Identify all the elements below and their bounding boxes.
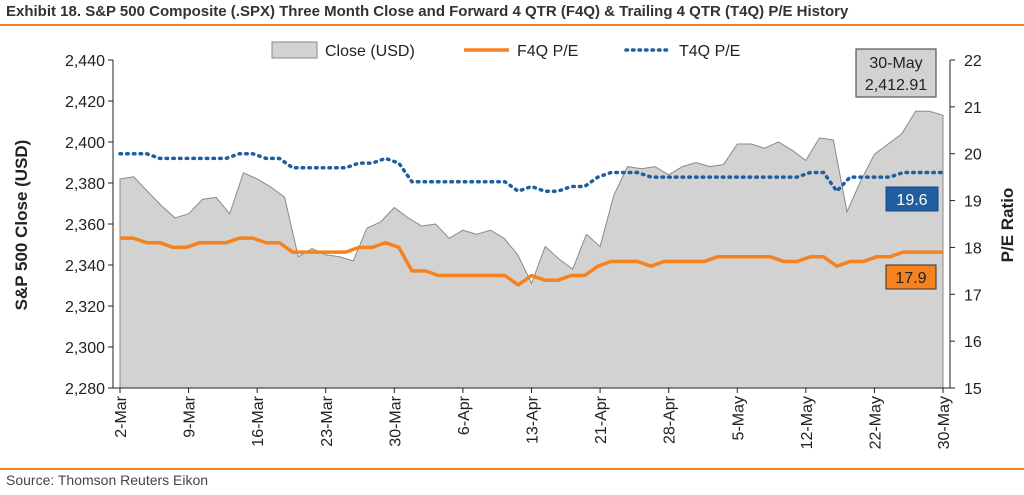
f4q-pe-line xyxy=(120,236,943,287)
y-tick-label: 2,440 xyxy=(65,53,105,70)
close-annotation-bg xyxy=(855,48,937,98)
legend-label-close: Close (USD) xyxy=(325,43,415,60)
x-tick-label: 9-Mar xyxy=(182,395,199,437)
y-tick-label: 2,340 xyxy=(65,258,105,275)
close-annotation-value: 2,412.91 xyxy=(865,77,927,94)
legend-label-t4q: T4Q P/E xyxy=(679,43,740,60)
title-divider xyxy=(0,24,1024,26)
close-annotation-box: 30-May 2,412.91 xyxy=(855,48,937,98)
close-annotation-date: 30-May xyxy=(869,55,922,72)
y2-axis-title: P/E Ratio xyxy=(998,188,1017,263)
x-tick-label: 6-Apr xyxy=(456,395,473,435)
x-tick-label: 12-May xyxy=(799,396,816,449)
x-tick-label: 28-Apr xyxy=(662,395,679,444)
x-tick-label: 5-May xyxy=(730,396,747,440)
x-tick-label: 16-Mar xyxy=(250,395,267,446)
y2-tick-label: 18 xyxy=(964,240,982,257)
t4q-pe-line xyxy=(118,151,945,194)
y-tick-label: 2,380 xyxy=(65,176,105,193)
y2-tick-label: 19 xyxy=(964,194,982,211)
y2-tick-label: 21 xyxy=(964,100,982,117)
y2-tick-label: 20 xyxy=(964,147,982,164)
y-tick-label: 2,400 xyxy=(65,135,105,152)
y-tick-label: 2,280 xyxy=(65,381,105,398)
legend-label-f4q: F4Q P/E xyxy=(517,43,578,60)
y-tick-label: 2,420 xyxy=(65,94,105,111)
close-area-series xyxy=(119,110,944,389)
t4q-line-layer xyxy=(118,151,945,194)
y2-tick-label: 17 xyxy=(964,287,982,304)
f4q-label-box: 17.9 xyxy=(885,264,937,290)
f4q-label-bg xyxy=(885,264,937,290)
y-tick-label: 2,300 xyxy=(65,340,105,357)
pe-history-chart: 2,280 2,300 2,320 2,340 2,360 2,380 2,400 2,420… xyxy=(12,41,1017,449)
t4q-label-value: 19.6 xyxy=(896,192,927,209)
page-title: Exhibit 18. S&P 500 Composite (.SPX) Thr… xyxy=(6,3,849,20)
y2-tick-label: 15 xyxy=(964,381,982,398)
legend-swatch-close xyxy=(271,41,318,59)
x-tick-label: 30-Mar xyxy=(387,395,404,446)
f4q-line-layer xyxy=(120,236,943,287)
x-tick-label: 13-Apr xyxy=(525,395,542,444)
f4q-label-value: 17.9 xyxy=(895,270,926,287)
y2-tick-label: 22 xyxy=(964,53,982,70)
t4q-label-box: 19.6 xyxy=(885,186,939,212)
chart-legend: Close (USD) F4Q P/E T4Q P/E xyxy=(271,41,740,60)
footer-divider xyxy=(0,468,1024,470)
y2-tick-label: 16 xyxy=(964,334,982,351)
axes-layer: 2,280 2,300 2,320 2,340 2,360 2,380 2,400 2,420… xyxy=(65,53,982,449)
y-tick-label: 2,320 xyxy=(65,299,105,316)
source-note: Source: Thomson Reuters Eikon xyxy=(6,472,209,488)
x-tick-label: 23-Mar xyxy=(319,395,336,446)
y-axis-title: S&P 500 Close (USD) xyxy=(12,140,31,311)
t4q-label-bg xyxy=(885,186,939,212)
close-area-layer xyxy=(119,110,944,389)
y-tick-label: 2,360 xyxy=(65,217,105,234)
x-tick-label: 2-Mar xyxy=(113,395,130,437)
x-tick-label: 21-Apr xyxy=(593,395,610,444)
x-tick-label: 30-May xyxy=(936,396,953,449)
x-tick-label: 22-May xyxy=(867,396,884,449)
